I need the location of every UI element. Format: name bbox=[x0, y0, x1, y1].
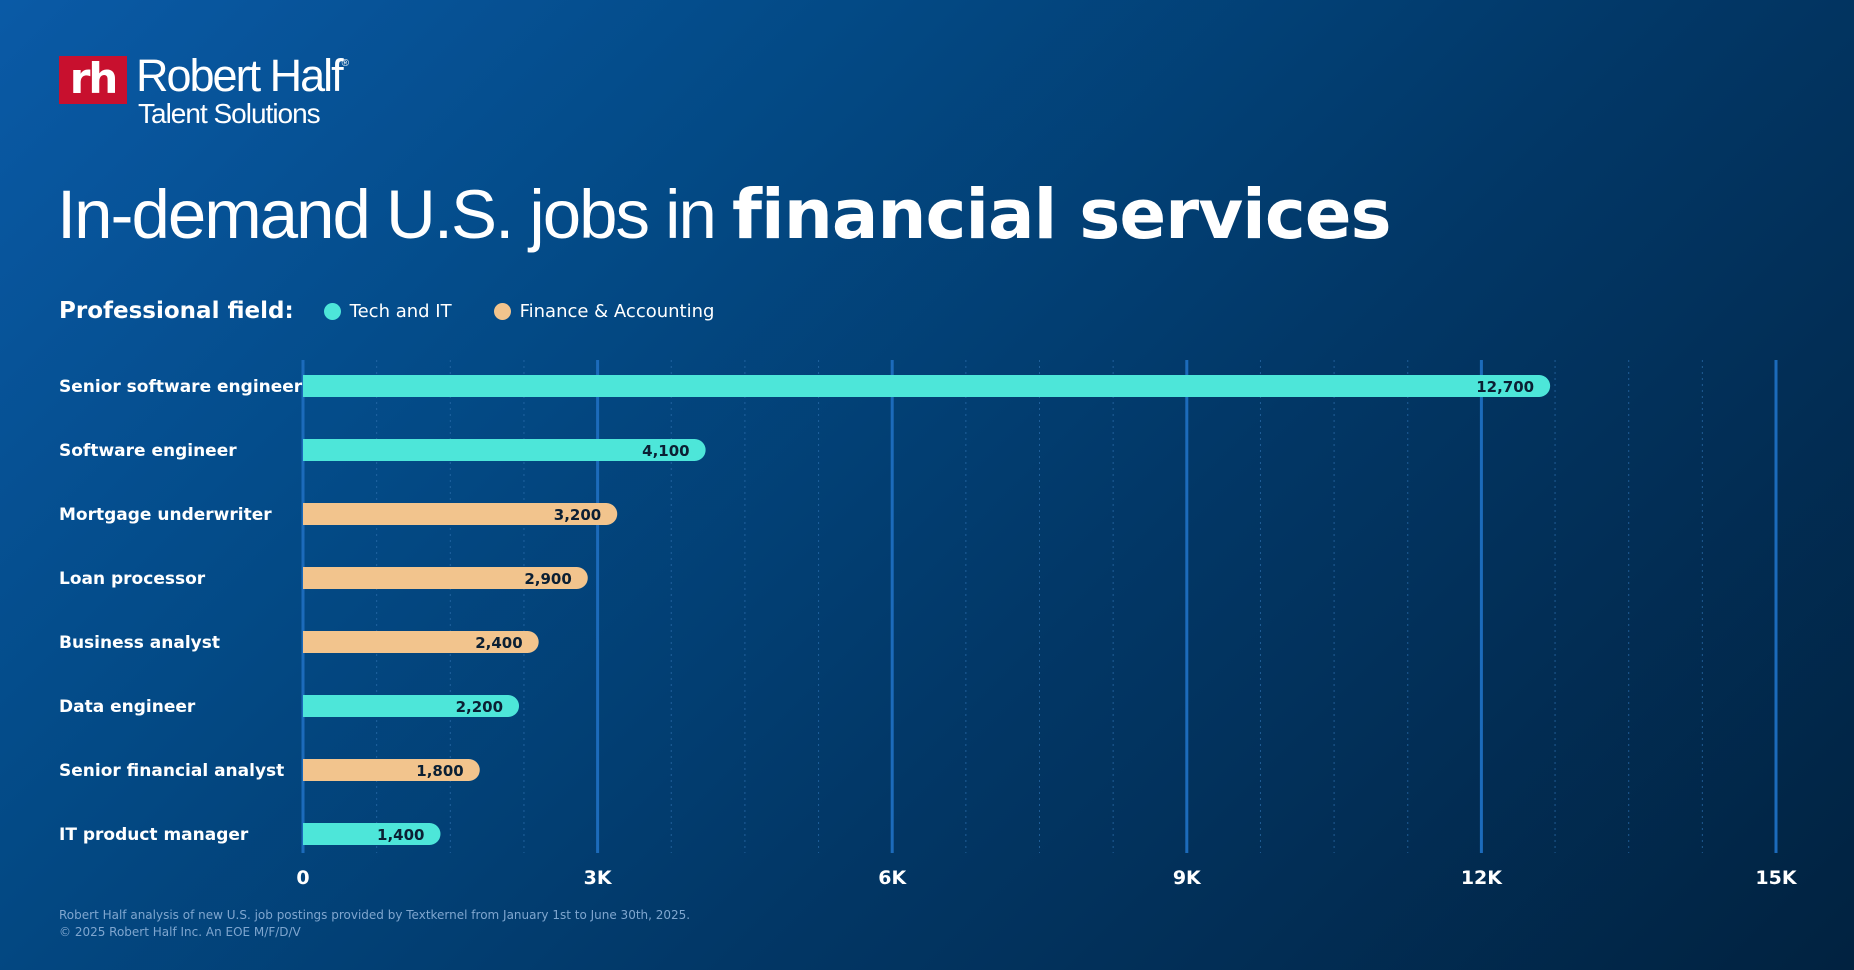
title-bold: financial services bbox=[732, 175, 1392, 255]
x-tick-label: 9K bbox=[1173, 867, 1202, 889]
bar bbox=[303, 567, 588, 589]
footnote-copyright: © 2025 Robert Half Inc. An EOE M/F/D/V bbox=[59, 925, 301, 939]
x-tick-label: 15K bbox=[1755, 867, 1797, 889]
brand-name-text: Robert Half bbox=[136, 50, 344, 101]
category-label: Senior software engineer bbox=[59, 377, 303, 397]
category-label: Software engineer bbox=[59, 441, 237, 461]
bar bbox=[303, 823, 441, 845]
category-label: Senior financial analyst bbox=[59, 761, 284, 781]
legend-dot-finance bbox=[493, 302, 511, 320]
value-label: 2,900 bbox=[524, 570, 571, 588]
footnote-source: Robert Half analysis of new U.S. job pos… bbox=[59, 908, 691, 922]
value-label: 4,100 bbox=[642, 442, 689, 460]
value-label: 2,400 bbox=[475, 634, 522, 652]
x-tick-label: 0 bbox=[296, 867, 309, 889]
brand-name: Robert Half® bbox=[136, 50, 349, 102]
category-label: Data engineer bbox=[59, 697, 196, 717]
category-label: Business analyst bbox=[59, 633, 220, 653]
bar bbox=[303, 439, 706, 461]
brand-subtitle: Talent Solutions bbox=[138, 98, 321, 129]
bar bbox=[303, 695, 520, 717]
category-label: Mortgage underwriter bbox=[59, 505, 272, 525]
x-tick-label: 12K bbox=[1461, 867, 1503, 889]
legend: Professional field: Tech and IT Finance … bbox=[59, 298, 756, 324]
registered-mark: ® bbox=[341, 58, 349, 69]
title-regular: In-demand U.S. jobs in bbox=[57, 176, 733, 253]
x-tick-label: 6K bbox=[878, 867, 907, 889]
value-label: 1,400 bbox=[377, 826, 424, 844]
bar bbox=[303, 375, 1551, 397]
value-label: 2,200 bbox=[456, 698, 503, 716]
category-label: IT product manager bbox=[59, 825, 249, 845]
value-label: 3,200 bbox=[554, 506, 601, 524]
legend-item-finance: Finance & Accounting bbox=[493, 300, 715, 322]
bar bbox=[303, 631, 539, 653]
legend-item-tech: Tech and IT bbox=[323, 300, 452, 322]
legend-dot-tech bbox=[323, 302, 341, 320]
x-tick-label: 3K bbox=[584, 867, 613, 889]
bar bbox=[303, 503, 618, 525]
legend-label-finance: Finance & Accounting bbox=[519, 300, 715, 322]
legend-title: Professional field: bbox=[59, 298, 294, 324]
value-label: 12,700 bbox=[1476, 378, 1534, 396]
footnote: Robert Half analysis of new U.S. job pos… bbox=[59, 907, 690, 941]
bar bbox=[303, 759, 480, 781]
category-label: Loan processor bbox=[59, 569, 206, 589]
page-title: In-demand U.S. jobs in financial service… bbox=[57, 175, 1392, 255]
rh-logo-mark: rh bbox=[59, 56, 127, 104]
value-label: 1,800 bbox=[416, 762, 463, 780]
legend-label-tech: Tech and IT bbox=[349, 300, 452, 322]
